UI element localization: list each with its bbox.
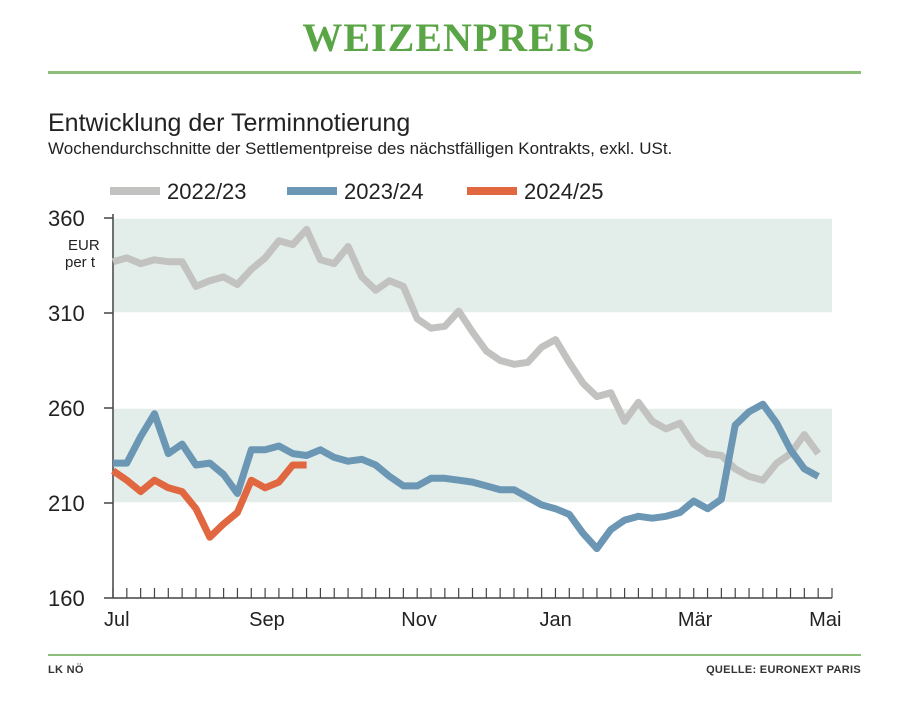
y-tick-label-210: 210: [48, 491, 85, 516]
legend-label-2022-23: 2022/23: [167, 179, 247, 204]
page-title: WEIZENPREIS: [302, 15, 596, 60]
top-divider: [48, 71, 861, 74]
legend-label-2024-25: 2024/25: [524, 179, 604, 204]
x-tick-label-sep: Sep: [249, 609, 285, 631]
x-tick-label-jan: Jan: [540, 609, 572, 631]
chart-subtitle: Wochendurchschnitte der Settlementpreise…: [48, 139, 673, 158]
y-tick-label-360: 360: [48, 206, 85, 231]
y-tick-label-310: 310: [48, 301, 85, 326]
y-unit-label-1: per t: [65, 254, 96, 271]
legend-label-2023-24: 2023/24: [344, 179, 424, 204]
x-tick-label-jul: Jul: [104, 609, 130, 631]
chart-title: Entwicklung der Terminnotierung: [48, 109, 411, 137]
y-unit-label-0: EUR: [68, 237, 100, 254]
bottom-divider: [48, 654, 861, 656]
x-tick-label-mär: Mär: [678, 609, 713, 631]
band-310-360: [113, 218, 832, 313]
series-line-2023-24: [113, 400, 820, 553]
footer-author: LK NÖ: [48, 664, 84, 676]
series-line-2024-25: [111, 461, 307, 541]
y-tick-label-160: 160: [48, 586, 85, 611]
series-line-2022-23: [112, 225, 822, 484]
y-tick-label-260: 260: [48, 396, 85, 421]
x-tick-label-nov: Nov: [401, 609, 437, 631]
x-tick-label-mai: Mai: [809, 609, 841, 631]
footer-source: QUELLE: EURONEXT PARIS: [706, 664, 861, 676]
